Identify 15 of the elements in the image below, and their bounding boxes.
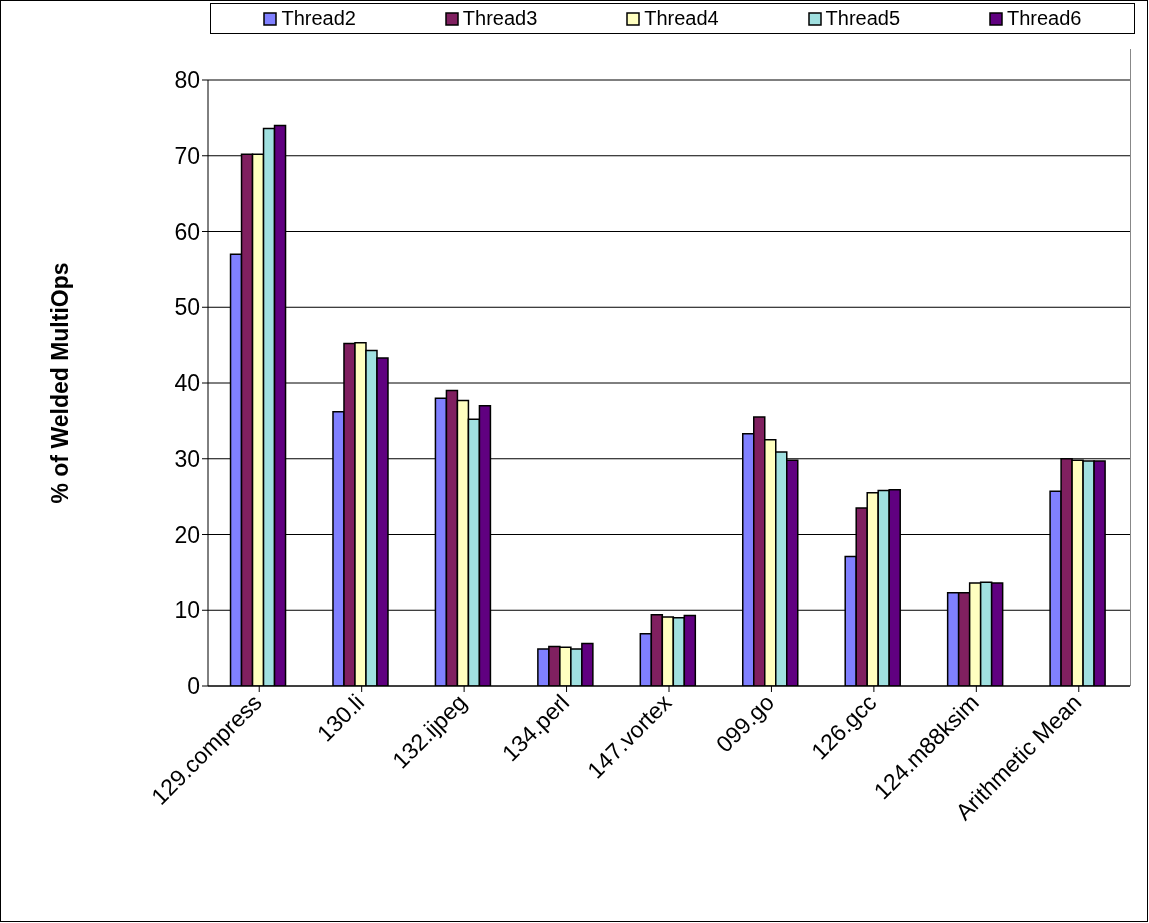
y-tick-label: 10 [174, 597, 200, 624]
legend-label: Thread4 [644, 7, 719, 30]
y-tick-label: 70 [174, 142, 200, 169]
y-tick-label: 20 [174, 521, 200, 548]
legend-label: Thread2 [281, 7, 356, 30]
legend-label: Thread6 [1007, 7, 1082, 30]
y-tick-label: 40 [174, 370, 200, 397]
y-tick-label: 80 [174, 67, 200, 94]
y-tick-label: 0 [187, 673, 200, 700]
legend-label: Thread5 [825, 7, 901, 30]
y-tick-label: 60 [174, 218, 200, 245]
legend-label: Thread3 [462, 7, 538, 30]
y-tick-label: 50 [174, 294, 200, 321]
y-tick-label: 30 [174, 445, 200, 472]
y-axis-title: % of Welded MultiOps [47, 262, 74, 504]
